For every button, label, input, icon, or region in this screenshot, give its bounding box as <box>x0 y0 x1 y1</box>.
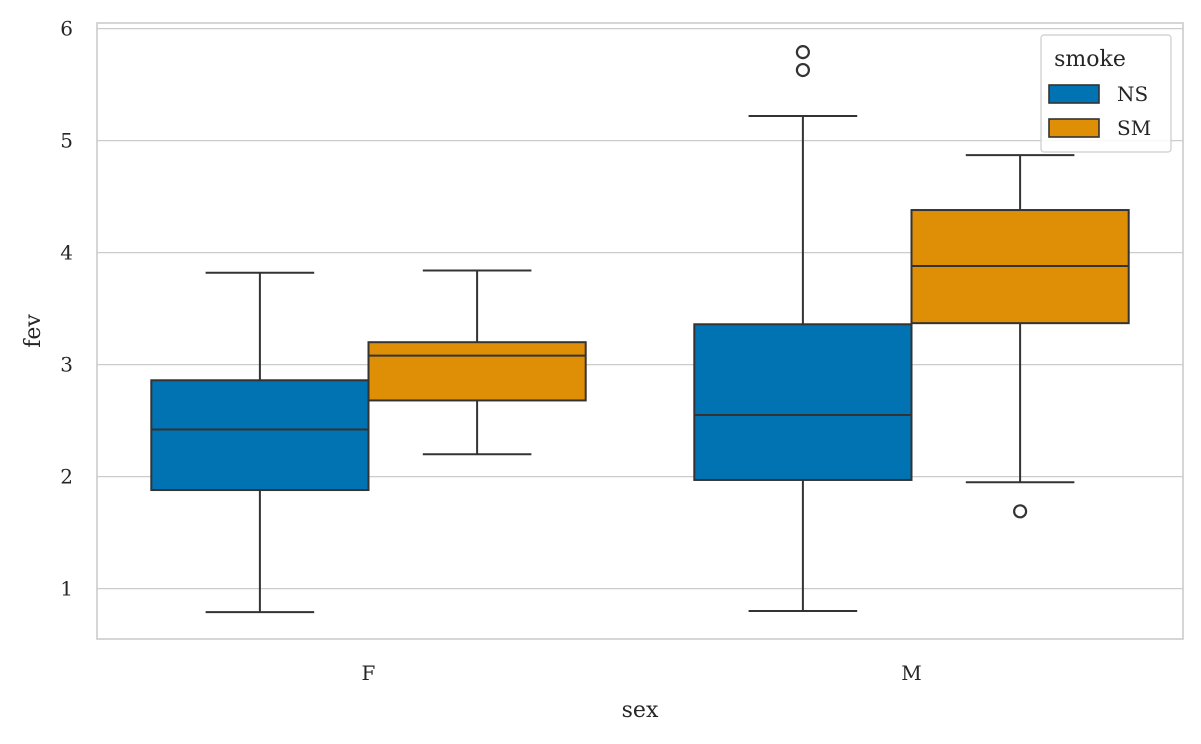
legend-title: smoke <box>1054 47 1126 72</box>
y-tick-label: 6 <box>60 17 73 41</box>
y-tick-label: 5 <box>60 129 73 153</box>
y-tick-label: 3 <box>60 353 73 377</box>
y-axis-label: fev <box>21 314 46 348</box>
x-tick-label: M <box>901 661 921 685</box>
x-axis-label: sex <box>622 698 659 723</box>
legend-label: NS <box>1117 82 1148 106</box>
box-iqr <box>150 379 370 492</box>
box-iqr <box>367 341 587 402</box>
legend-items: NS SM <box>1048 82 1151 140</box>
outlier-point <box>795 62 811 78</box>
box-group <box>150 271 370 614</box>
y-tick-label: 4 <box>60 241 73 265</box>
box-group <box>693 45 913 612</box>
legend-label: SM <box>1117 116 1151 140</box>
box-group <box>367 269 587 456</box>
legend-swatch <box>1048 84 1100 104</box>
box-iqr <box>693 323 913 481</box>
y-axis-ticks: 1 2 3 4 5 6 <box>60 17 73 601</box>
plot-frame <box>96 22 1184 640</box>
outlier-point <box>795 45 811 60</box>
outlier-point <box>1012 504 1028 519</box>
x-tick-label: F <box>362 661 376 685</box>
box-group <box>910 154 1130 519</box>
y-tick-label: 2 <box>60 465 73 489</box>
legend: smoke NS SM <box>1040 34 1172 153</box>
legend-swatch <box>1048 118 1100 138</box>
y-tick-label: 1 <box>60 577 73 601</box>
boxes <box>150 45 1130 614</box>
